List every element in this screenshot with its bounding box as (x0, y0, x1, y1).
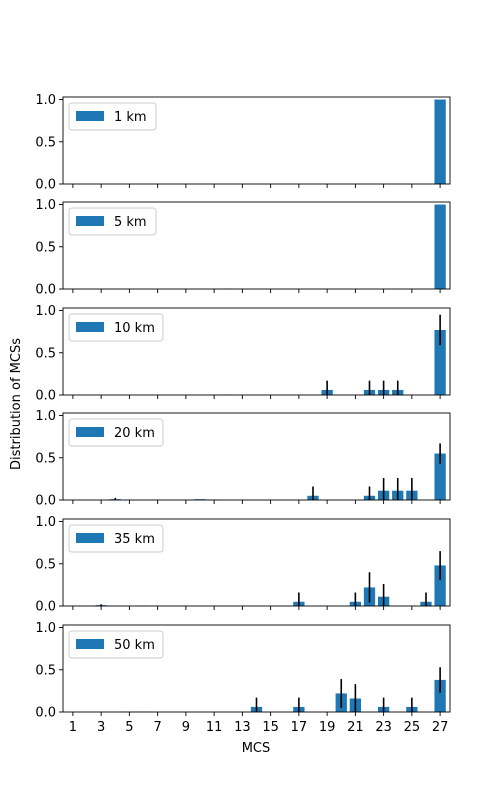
panel-4: 0.0 0.5 1.0 20 km (35, 409, 451, 509)
legend-box (68, 313, 164, 342)
legend-box (68, 630, 164, 659)
legend-swatch (76, 533, 104, 543)
axes-frame (62, 412, 451, 501)
y-tick-label: 0.0 (35, 600, 56, 615)
y-tick-label: 0.0 (35, 178, 56, 193)
x-tick-label: 13 (234, 720, 251, 735)
legend-label: 20 km (114, 426, 155, 441)
panel-3: 0.0 0.5 1.0 10 km (35, 304, 451, 404)
axes-frame (62, 307, 451, 396)
x-tick-label: 5 (125, 720, 133, 735)
y-tick-label: 0.5 (35, 135, 56, 150)
y-tick-label: 0.0 (35, 706, 56, 721)
x-tick-label: 3 (97, 720, 105, 735)
y-tick-label: 1.0 (35, 621, 56, 636)
y-tick-label: 0.5 (35, 240, 56, 255)
x-tick-label: 19 (319, 720, 336, 735)
y-tick-label: 0.5 (35, 557, 56, 572)
y-tick-label: 1.0 (35, 409, 56, 424)
legend-swatch (76, 111, 104, 121)
y-tick-label: 0.5 (35, 663, 56, 678)
y-tick-label: 1.0 (35, 304, 56, 319)
legend-box (68, 207, 157, 236)
y-tick-label: 0.5 (35, 346, 56, 361)
x-tick-label: 21 (347, 720, 364, 735)
x-axis-label: MCS (242, 741, 271, 756)
x-tick-label: 27 (432, 720, 449, 735)
y-tick-label: 0.0 (35, 283, 56, 298)
panel-5: 0.0 0.5 1.0 35 km (35, 515, 451, 615)
bar-mcs-27 (434, 99, 446, 184)
x-tick-label: 25 (404, 720, 421, 735)
legend-box (68, 102, 157, 131)
x-tick-label: 11 (206, 720, 223, 735)
legend-box (68, 418, 164, 447)
panels: 0.0 0.5 1.0 1 km 0.0 0.5 1.0 5 km 0.0 0.5 1.0 10 km… (35, 93, 451, 735)
legend-swatch (76, 322, 104, 332)
legend-swatch (76, 216, 104, 226)
legend-label: 10 km (114, 321, 155, 336)
panel-2: 0.0 0.5 1.0 5 km (35, 198, 451, 298)
x-tick-label: 9 (182, 720, 190, 735)
panel-1: 0.0 0.5 1.0 1 km (35, 93, 451, 193)
y-tick-label: 0.0 (35, 494, 56, 509)
bar-mcs-27 (434, 329, 446, 395)
legend-box (68, 524, 164, 553)
y-tick-label: 0.0 (35, 389, 56, 404)
axes-frame (62, 624, 451, 713)
axes-frame (62, 96, 451, 185)
axes-frame (62, 518, 451, 607)
bar-mcs-27 (434, 565, 446, 606)
legend-label: 1 km (114, 110, 147, 125)
bar-mcs-27 (434, 453, 446, 500)
x-tick-label: 17 (291, 720, 308, 735)
legend-swatch (76, 639, 104, 649)
y-tick-label: 1.0 (35, 515, 56, 530)
legend-label: 5 km (114, 215, 147, 230)
axes-frame (62, 201, 451, 290)
x-tick-label: 15 (262, 720, 279, 735)
y-axis-label: Distribution of MCSs (9, 338, 24, 470)
y-tick-label: 1.0 (35, 198, 56, 213)
x-tick-label: 7 (153, 720, 161, 735)
legend-label: 35 km (114, 532, 155, 547)
x-tick-label: 23 (375, 720, 392, 735)
bar-mcs-27 (434, 204, 446, 289)
x-tick-label: 1 (69, 720, 77, 735)
y-tick-label: 1.0 (35, 93, 56, 108)
bar-mcs-27 (434, 679, 446, 712)
legend-swatch (76, 427, 104, 437)
y-tick-label: 0.5 (35, 451, 56, 466)
legend-label: 50 km (114, 638, 155, 653)
